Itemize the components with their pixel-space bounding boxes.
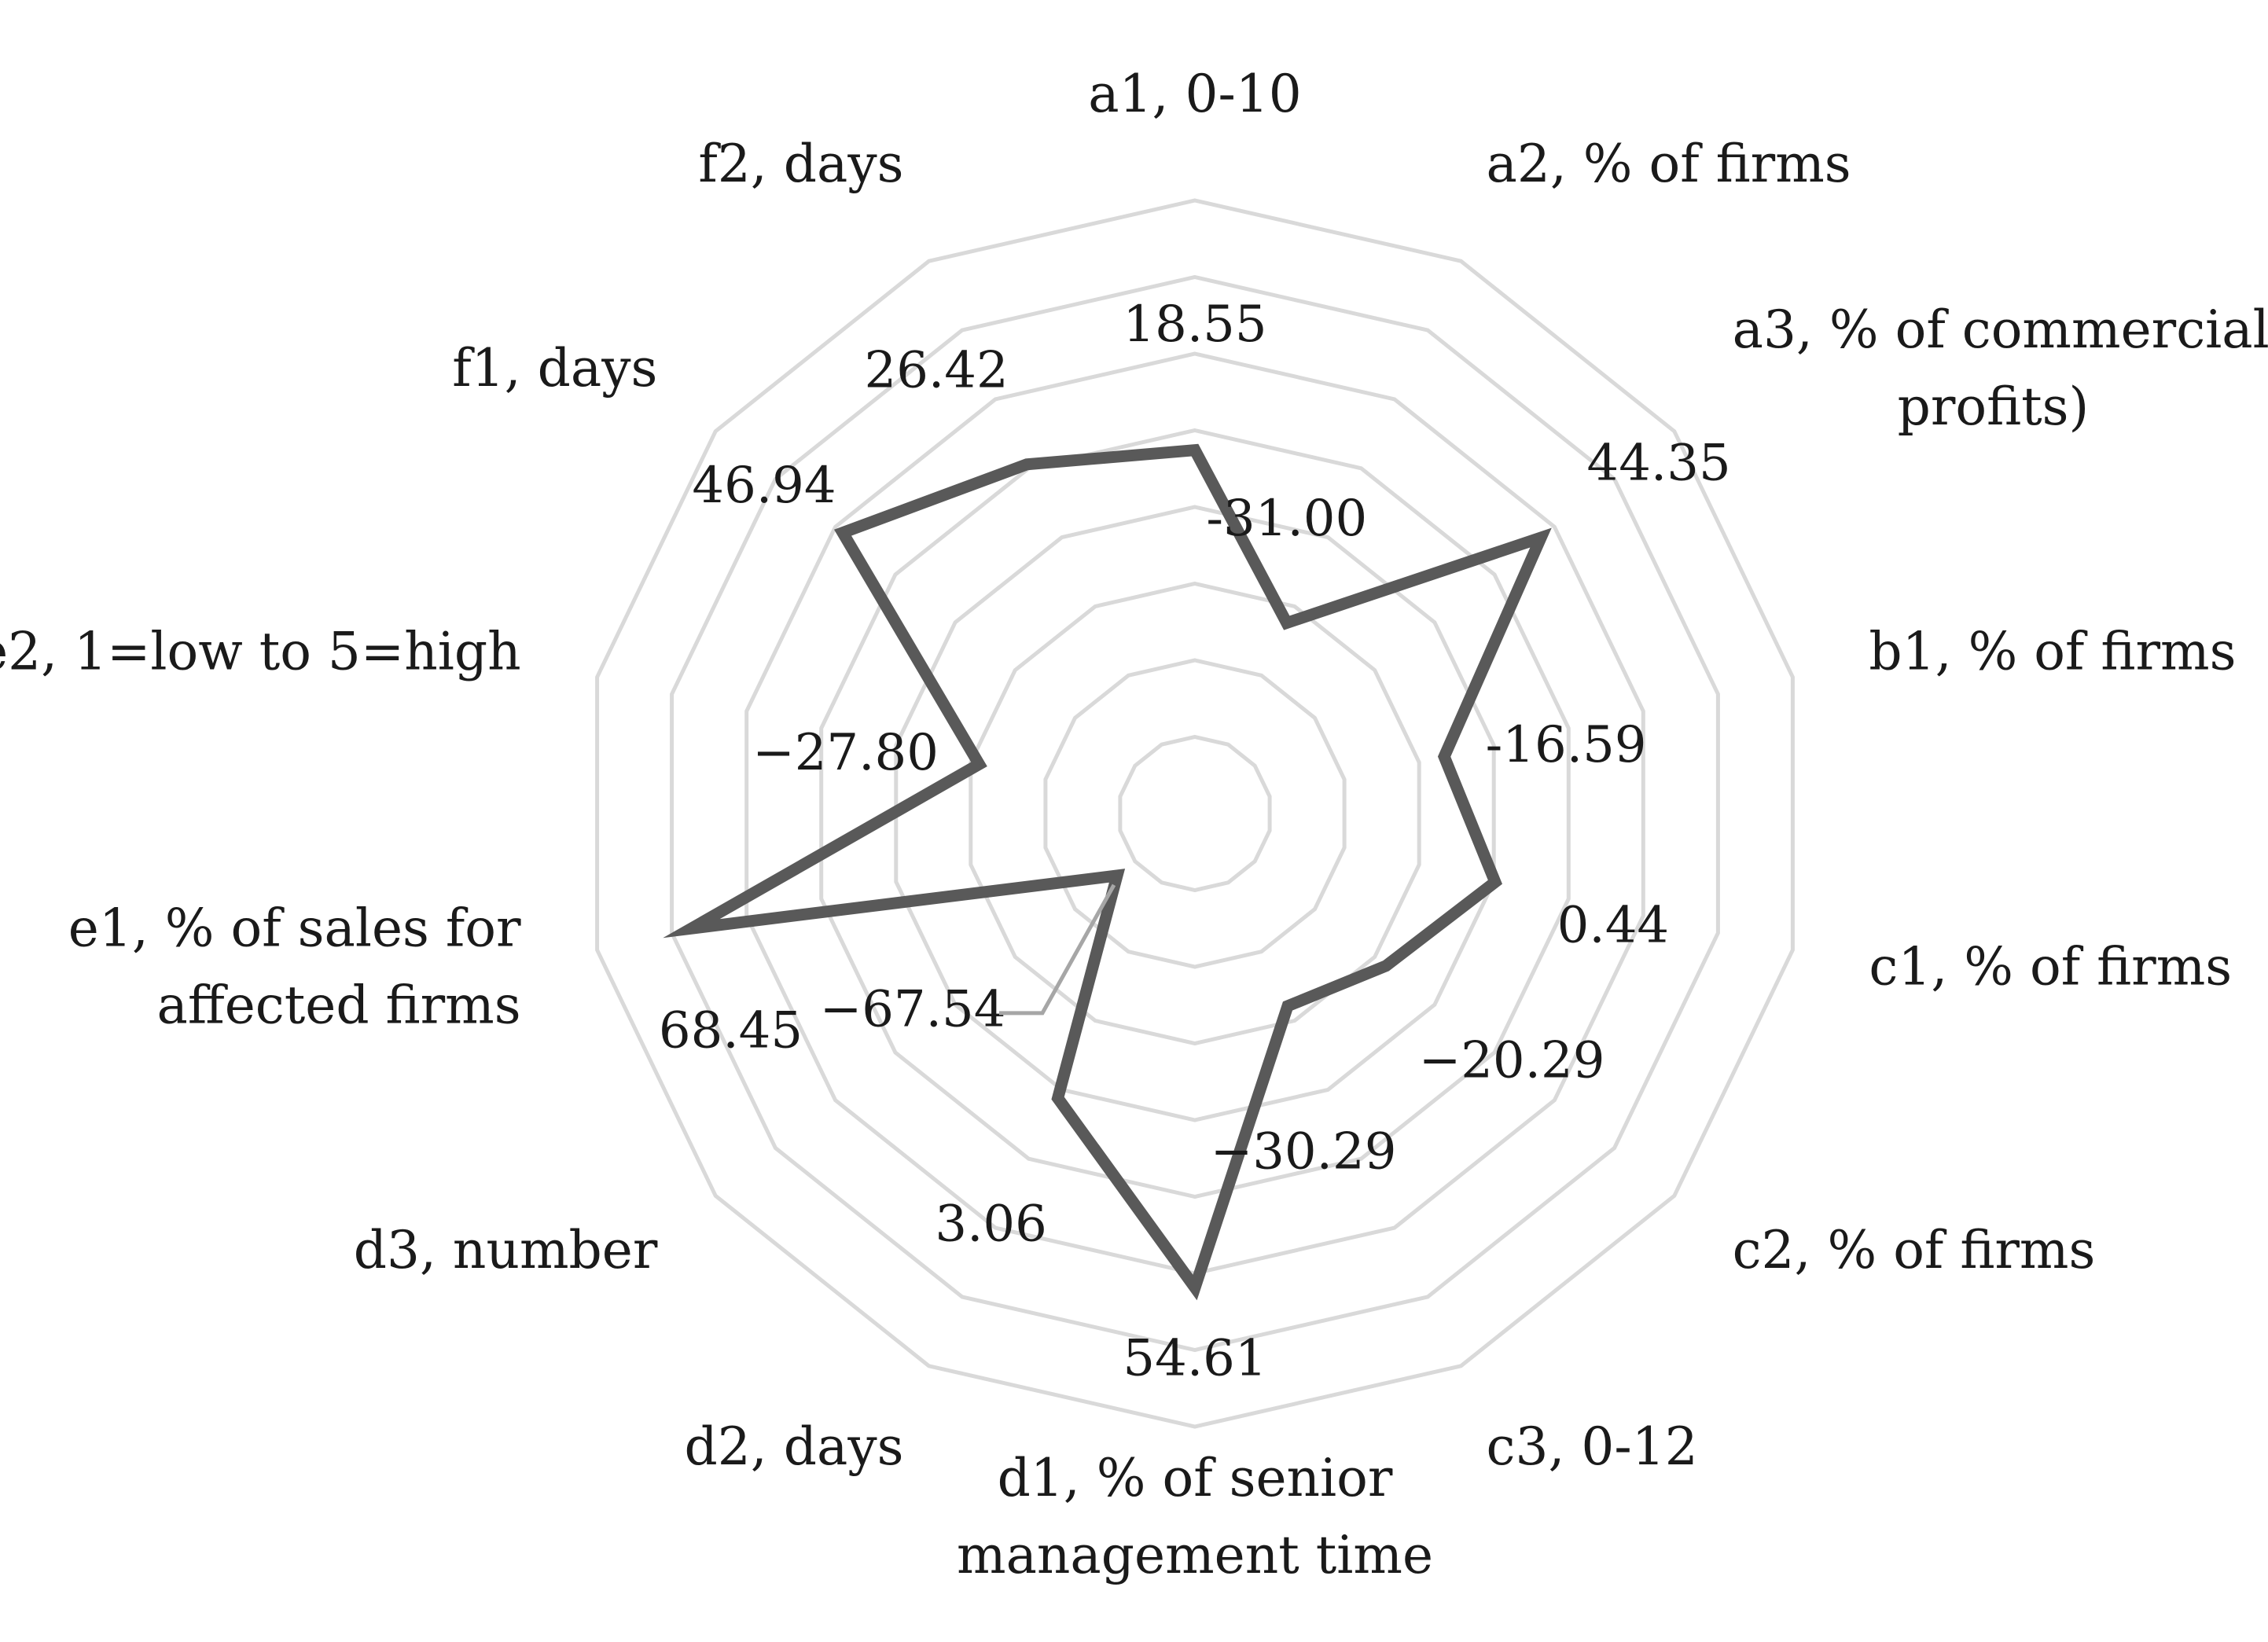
grid-ring-5 bbox=[819, 428, 1571, 1199]
category-label-line: f1, days bbox=[452, 338, 657, 399]
value-label-1: -31.00 bbox=[1206, 490, 1367, 548]
value-label-2: 44.35 bbox=[1586, 435, 1730, 493]
value-label-4: 0.44 bbox=[1557, 897, 1670, 955]
category-label-1: a2, % of firms bbox=[1487, 134, 1851, 194]
grid-ring-3 bbox=[969, 581, 1421, 1046]
value-label-3: -16.59 bbox=[1486, 716, 1647, 774]
grid-ring-2 bbox=[1043, 658, 1347, 969]
leader-line bbox=[999, 883, 1116, 1016]
value-label-9: −67.54 bbox=[820, 980, 1006, 1038]
value-label-13: 26.42 bbox=[864, 341, 1008, 399]
category-label-11: e2, 1=low to 5=high bbox=[0, 622, 521, 682]
grid-ring-8 bbox=[595, 198, 1795, 1429]
radar-grid bbox=[595, 198, 1795, 1429]
category-label-5: c2, % of firms bbox=[1733, 1220, 2096, 1280]
category-label-9: d3, number bbox=[354, 1220, 658, 1280]
category-label-line: c1, % of firms bbox=[1869, 936, 2232, 997]
category-label-line: d1, % of senior bbox=[998, 1448, 1393, 1508]
grid-ring-1 bbox=[1118, 734, 1272, 893]
category-label-3: b1, % of firms bbox=[1869, 622, 2236, 682]
category-label-line: d3, number bbox=[354, 1220, 658, 1280]
category-label-6: c3, 0-12 bbox=[1487, 1416, 1698, 1477]
value-label-11: −27.80 bbox=[752, 724, 939, 782]
category-label-8: d2, days bbox=[685, 1416, 904, 1477]
series-line bbox=[663, 443, 1552, 1301]
value-label-8: 3.06 bbox=[935, 1196, 1047, 1254]
grid-ring-7 bbox=[670, 274, 1720, 1353]
category-label-12: f1, days bbox=[452, 338, 657, 399]
category-label-10: e1, % of sales for affected firms bbox=[68, 898, 521, 1035]
category-label-7: d1, % of senior management time bbox=[957, 1448, 1433, 1585]
category-label-line: f2, days bbox=[698, 134, 903, 194]
radar-series bbox=[663, 443, 1552, 1301]
value-label-0: 18.55 bbox=[1123, 296, 1266, 354]
category-label-line: d2, days bbox=[685, 1416, 904, 1477]
category-label-line: management time bbox=[957, 1525, 1433, 1585]
grid-ring-4 bbox=[894, 505, 1496, 1122]
category-label-line: profits) bbox=[1898, 377, 2090, 437]
category-label-line: e2, 1=low to 5=high bbox=[0, 622, 521, 682]
category-label-line: c3, 0-12 bbox=[1487, 1416, 1698, 1477]
category-label-line: a2, % of firms bbox=[1487, 134, 1851, 194]
value-label-10: 68.45 bbox=[659, 1002, 803, 1060]
category-label-line: a3, % of commercial bbox=[1733, 299, 2268, 360]
category-label-line: affected firms bbox=[156, 975, 520, 1035]
category-label-2: a3, % of commercial profits) bbox=[1733, 299, 2268, 437]
category-label-line: b1, % of firms bbox=[1869, 622, 2236, 682]
category-label-13: f2, days bbox=[698, 134, 903, 194]
category-label-line: e1, % of sales for bbox=[68, 898, 521, 958]
value-label-12: 46.94 bbox=[692, 457, 836, 515]
category-labels: a1, 0-10 a2, % of firms a3, % of commercia… bbox=[0, 64, 2268, 1585]
value-labels: 18.55 -31.00 44.35 -16.59 0.44 −20.29 −30.29 54… bbox=[659, 296, 1731, 1387]
category-label-line: c2, % of firms bbox=[1733, 1220, 2096, 1280]
value-label-7: 54.61 bbox=[1123, 1330, 1266, 1388]
category-label-line: a1, 0-10 bbox=[1088, 64, 1302, 124]
category-label-0: a1, 0-10 bbox=[1088, 64, 1302, 124]
value-label-6: −30.29 bbox=[1211, 1122, 1397, 1181]
category-label-4: c1, % of firms bbox=[1869, 936, 2232, 997]
value-label-5: −20.29 bbox=[1419, 1031, 1605, 1089]
